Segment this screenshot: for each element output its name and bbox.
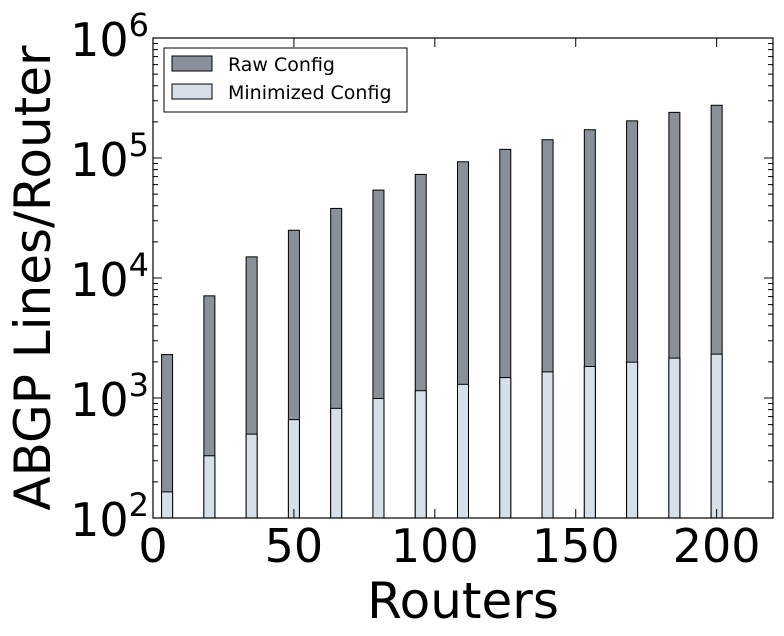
y-tick-label-1000000: 106 [70,6,149,67]
ticks-layer [152,37,773,519]
bar-minimized-config-5 [161,491,174,519]
bar-minimized-config-140 [541,371,554,519]
legend: Raw Config Minimized Config [163,47,408,113]
y-tick-label-100000: 105 [70,126,149,187]
x-tick-label-150: 150 [532,519,620,573]
y-tick-label-100: 102 [70,486,149,547]
bar-minimized-config-170 [626,361,639,519]
tick-labels-layer: 0 50 100 150 200 102 103 104 105 106 [70,6,760,573]
bar-minimized-config-185 [668,357,681,519]
x-tick-label-200: 200 [673,519,761,573]
y-axis-title: ABGP Lines/Router [4,45,62,511]
x-axis-title: Routers [367,572,559,630]
x-tick-label-50: 50 [265,519,324,573]
bar-minimized-config-50 [287,419,300,519]
bar-minimized-config-110 [457,383,469,519]
y-tick-label-10000: 104 [70,246,149,307]
bar-minimized-config-80 [372,398,385,519]
bars-layer [161,104,723,519]
y-tick-label-1000: 103 [70,366,149,427]
legend-swatch-minimized-config [171,83,213,100]
legend-label-minimized-config: Minimized Config [228,82,392,104]
bar-minimized-config-65 [330,407,343,519]
bar-minimized-config-35 [245,433,258,519]
x-tick-label-0: 0 [138,519,167,573]
x-tick-label-100: 100 [391,519,479,573]
legend-swatch-raw-config [171,55,213,72]
bar-minimized-config-200 [710,353,723,519]
bar-minimized-config-95 [414,390,427,519]
bar-minimized-config-125 [499,377,512,519]
legend-label-raw-config: Raw Config [228,54,335,76]
bar-minimized-config-20 [203,455,216,519]
bar-minimized-config-155 [583,366,596,519]
